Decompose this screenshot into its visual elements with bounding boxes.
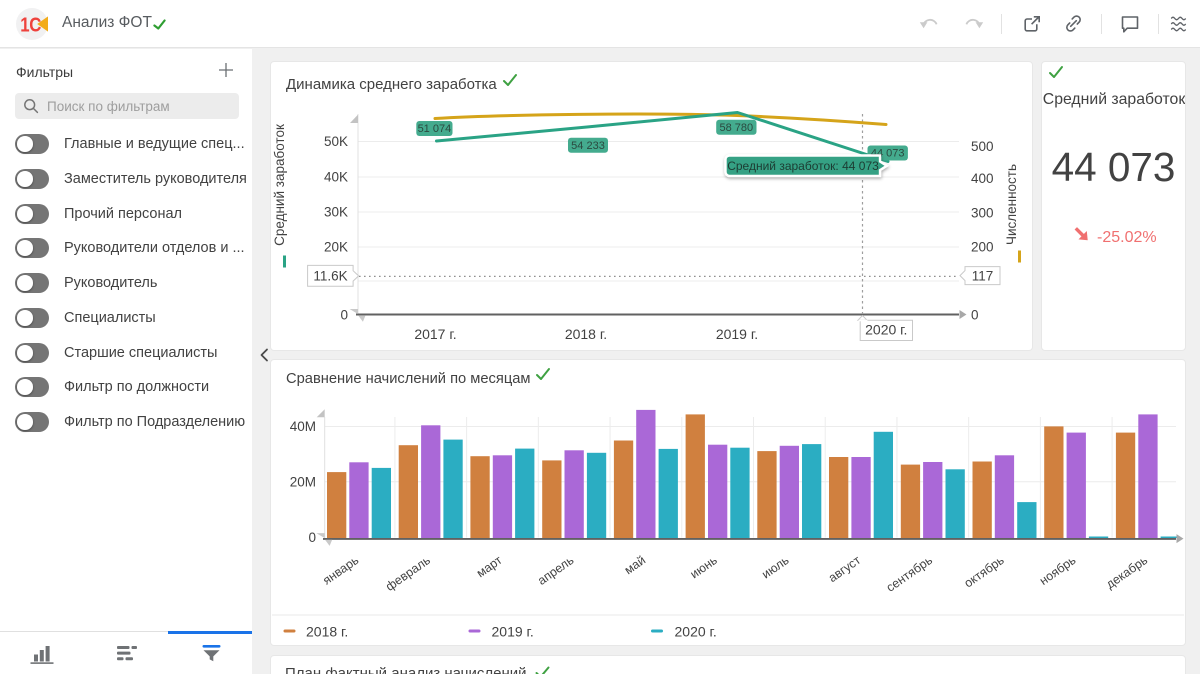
svg-text:2019 г.: 2019 г.	[716, 326, 758, 342]
svg-text:51 074: 51 074	[418, 123, 452, 135]
svg-text:58 780: 58 780	[719, 122, 753, 134]
svg-text:0: 0	[971, 308, 979, 323]
svg-text:2017 г.: 2017 г.	[414, 326, 456, 342]
svg-text:Численность: Численность	[1004, 164, 1019, 245]
svg-text:декабрь: декабрь	[1103, 553, 1150, 592]
svg-text:апрель: апрель	[535, 553, 576, 588]
svg-text:40M: 40M	[290, 419, 316, 434]
svg-text:сентябрь: сентябрь	[884, 553, 935, 595]
svg-text:40K: 40K	[324, 170, 348, 185]
svg-text:400: 400	[971, 171, 994, 186]
svg-text:1С: 1С	[20, 13, 41, 36]
svg-text:Динамика среднего заработка: Динамика среднего заработка	[286, 76, 497, 93]
svg-text:30K: 30K	[324, 205, 348, 220]
svg-text:май: май	[622, 553, 648, 577]
svg-text:март: март	[474, 553, 505, 581]
svg-text:0: 0	[308, 530, 316, 545]
svg-text:300: 300	[971, 206, 994, 221]
svg-text:44 073: 44 073	[1052, 144, 1176, 190]
svg-text:11.6K: 11.6K	[313, 268, 347, 283]
svg-text:2018 г.: 2018 г.	[565, 326, 607, 342]
svg-text:54 233: 54 233	[571, 140, 605, 152]
svg-text:-25.02%: -25.02%	[1097, 229, 1157, 246]
svg-text:октябрь: октябрь	[962, 553, 1007, 590]
svg-text:2018 г.: 2018 г.	[306, 624, 348, 640]
svg-text:2020 г.: 2020 г.	[675, 624, 717, 640]
svg-text:20M: 20M	[290, 475, 316, 490]
svg-text:20K: 20K	[324, 240, 348, 255]
svg-text:Средний заработок: Средний заработок	[272, 124, 287, 246]
svg-text:117: 117	[972, 268, 994, 283]
svg-text:январь: январь	[320, 553, 361, 588]
svg-text:0: 0	[340, 308, 348, 323]
svg-text:500: 500	[971, 139, 994, 154]
svg-text:июнь: июнь	[688, 553, 720, 581]
svg-text:Средний заработок: Средний заработок	[1043, 91, 1185, 108]
svg-text:ноябрь: ноябрь	[1037, 553, 1079, 588]
svg-text:2020 г.: 2020 г.	[865, 322, 907, 338]
svg-text:Средний заработок: 44 073: Средний заработок: 44 073	[727, 159, 879, 173]
svg-text:июль: июль	[759, 553, 791, 581]
svg-text:200: 200	[971, 240, 994, 255]
svg-text:август: август	[826, 553, 864, 585]
svg-text:2019 г.: 2019 г.	[492, 624, 534, 640]
svg-text:50K: 50K	[324, 134, 348, 149]
svg-text:февраль: февраль	[383, 553, 433, 594]
svg-text:Сравнение начислений по месяца: Сравнение начислений по месяцам	[286, 371, 531, 387]
